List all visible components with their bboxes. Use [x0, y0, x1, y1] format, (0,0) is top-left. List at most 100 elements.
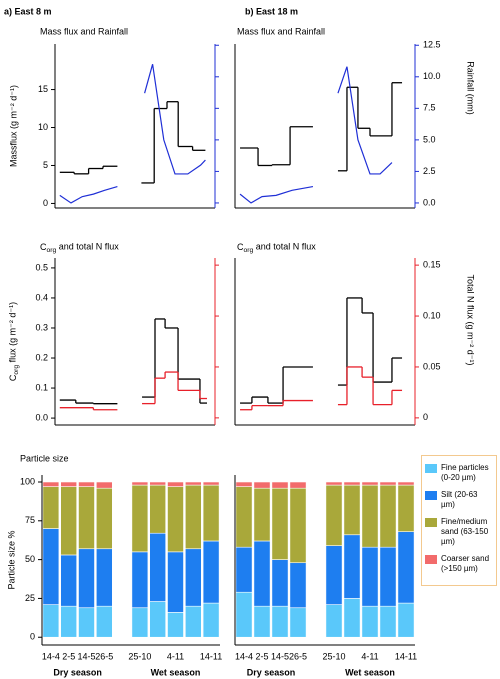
x-tick-label: 4-11	[167, 651, 184, 661]
y2-tick-label: 5.0	[423, 134, 436, 144]
x-tick-label: 25-10	[322, 651, 345, 661]
bar-segment	[343, 534, 361, 599]
bar-segment	[184, 481, 202, 486]
bar-segment	[60, 481, 78, 487]
y-tick-label: 0.0	[35, 412, 48, 422]
bar-segment	[78, 607, 95, 638]
bar-segment	[397, 484, 415, 532]
x-tick-label: 14-5	[77, 651, 95, 661]
y-axis-label: Particle size %	[6, 530, 16, 589]
y2-tick-label: 0.10	[423, 310, 441, 320]
y2-axis-label: Rainfall (mm)	[466, 61, 476, 115]
bar-segment	[202, 540, 220, 604]
y2-tick-label: 2.5	[423, 166, 436, 176]
y-tick-label: 0.2	[35, 352, 48, 362]
y2-tick-label: 0.05	[423, 361, 441, 371]
x-tick-label: 14-11	[395, 651, 417, 661]
y2-tick-label: 0.0	[423, 197, 436, 207]
legend-entry: Silt (20-63 µm)	[425, 490, 493, 510]
y-tick-label: 0.5	[35, 262, 48, 272]
bar-segment	[149, 532, 167, 602]
legend-label: Fine particles (0-20 µm)	[441, 463, 489, 482]
bar-segment	[60, 486, 78, 556]
bar-segment	[167, 551, 184, 613]
chart-title-part: C	[237, 242, 244, 252]
group-label: Dry season	[53, 667, 102, 677]
y2-tick-label: 0.15	[423, 260, 441, 270]
legend-swatch	[425, 555, 437, 564]
x-tick-label: 14-4	[42, 651, 60, 661]
bar-segment	[379, 481, 397, 486]
y-axis-label: Corg flux (g m⁻² d⁻¹)	[8, 302, 20, 381]
bar-segment	[271, 487, 289, 560]
bar-segment	[397, 531, 415, 604]
bar-segment	[42, 486, 60, 529]
y2-tick-label: 12.5	[423, 40, 441, 50]
panel-label: a) East 8 m	[4, 6, 52, 16]
y2-tick-label: 10.0	[423, 71, 441, 81]
legend-swatch	[425, 464, 437, 473]
bar-segment	[361, 605, 379, 638]
bar-segment	[42, 604, 60, 638]
legend-swatch	[425, 518, 437, 527]
bar-segment	[271, 559, 289, 607]
y-tick-label: 0.3	[35, 322, 48, 332]
rain-line	[59, 185, 118, 204]
bar-segment	[361, 546, 379, 607]
bar-segment	[235, 481, 253, 487]
bar-segment	[235, 591, 253, 638]
legend-label: Silt (20-63 µm)	[441, 490, 478, 509]
chart-title: Particle size	[20, 453, 69, 463]
legend: Fine particles (0-20 µm) Silt (20-63 µm) F…	[421, 455, 497, 586]
bar-segment	[95, 481, 113, 489]
group-label: Wet season	[345, 667, 395, 677]
x-tick-label: 14-4	[235, 651, 253, 661]
y-tick-label: 0.4	[35, 292, 48, 302]
bar-segment	[289, 607, 307, 638]
y-tick-label: 0	[30, 632, 35, 642]
x-tick-label: 26-5	[95, 651, 113, 661]
bar-segment	[361, 484, 379, 548]
bar-segment	[325, 604, 343, 638]
x-tick-label: 25-10	[128, 651, 151, 661]
y-tick-label: 100	[20, 476, 35, 486]
rain-line	[144, 64, 206, 175]
bar-segment	[184, 484, 202, 550]
bar-segment	[131, 551, 149, 609]
y-tick-label: 10	[38, 122, 48, 132]
bar-segment	[149, 484, 167, 534]
bar-segment	[95, 487, 113, 550]
legend-entry: Fine/medium sand (63-150 µm)	[425, 517, 493, 547]
bar-segment	[325, 481, 343, 486]
y-axis-label-part: org	[13, 365, 20, 375]
bar-segment	[78, 481, 95, 487]
x-tick-label: 2-5	[255, 651, 268, 661]
bar-segment	[271, 481, 289, 489]
bar-segment	[95, 605, 113, 638]
bar-segment	[343, 484, 361, 536]
legend-entry: Coarser sand (>150 µm)	[425, 554, 493, 574]
chart-title-part: and total N flux	[253, 242, 316, 252]
x-tick-label: 14-11	[200, 651, 222, 661]
bar-segment	[184, 548, 202, 607]
bar-segment	[253, 540, 271, 607]
bar-segment	[149, 601, 167, 638]
y-tick-label: 25	[25, 593, 35, 603]
bar-segment	[167, 486, 184, 553]
bar-segment	[253, 487, 271, 542]
bar-segment	[397, 602, 415, 638]
bar-segment	[167, 612, 184, 638]
chart-title: Mass flux and Rainfall	[40, 26, 128, 36]
bar-segment	[253, 605, 271, 638]
bar-segment	[325, 484, 343, 546]
group-label: Wet season	[151, 667, 201, 677]
bar-segment	[271, 605, 289, 638]
bar-segment	[202, 484, 220, 542]
bar-segment	[235, 546, 253, 593]
x-tick-label: 14-5	[271, 651, 289, 661]
panel-label: b) East 18 m	[245, 6, 298, 16]
bar-segment	[325, 545, 343, 605]
y-tick-label: 0.1	[35, 382, 48, 392]
y-tick-label: 75	[25, 515, 35, 525]
